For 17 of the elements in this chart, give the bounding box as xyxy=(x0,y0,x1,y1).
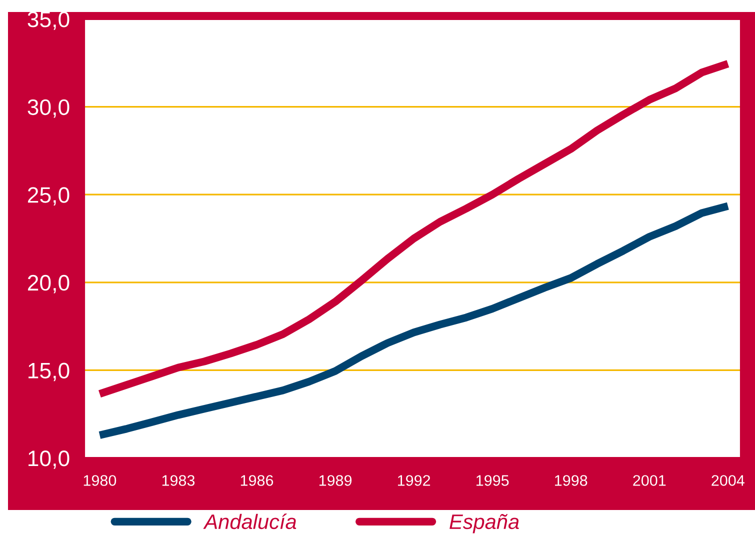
x-tick-label: 2004 xyxy=(712,475,744,486)
x-tick-label: 1992 xyxy=(398,475,430,486)
legend-label: Andalucía xyxy=(203,514,296,530)
x-tick-label: 2001 xyxy=(633,475,666,486)
y-tick-label: 10,0 xyxy=(28,450,70,469)
x-tick-label: 1998 xyxy=(555,475,588,486)
x-tick-label: 1980 xyxy=(84,475,116,486)
y-tick-label: 15,0 xyxy=(28,362,70,382)
y-tick-label: 30,0 xyxy=(28,99,70,118)
x-tick-label: 1995 xyxy=(476,475,509,486)
x-tick-label: 1986 xyxy=(240,475,274,486)
y-tick-label: 35,0 xyxy=(28,12,70,30)
legend-label: España xyxy=(450,514,519,534)
y-tick-label: 20,0 xyxy=(28,274,70,294)
x-tick-label: 1989 xyxy=(319,475,352,486)
y-tick-label: 25,0 xyxy=(28,187,70,206)
x-tick-label: 1983 xyxy=(162,475,195,486)
